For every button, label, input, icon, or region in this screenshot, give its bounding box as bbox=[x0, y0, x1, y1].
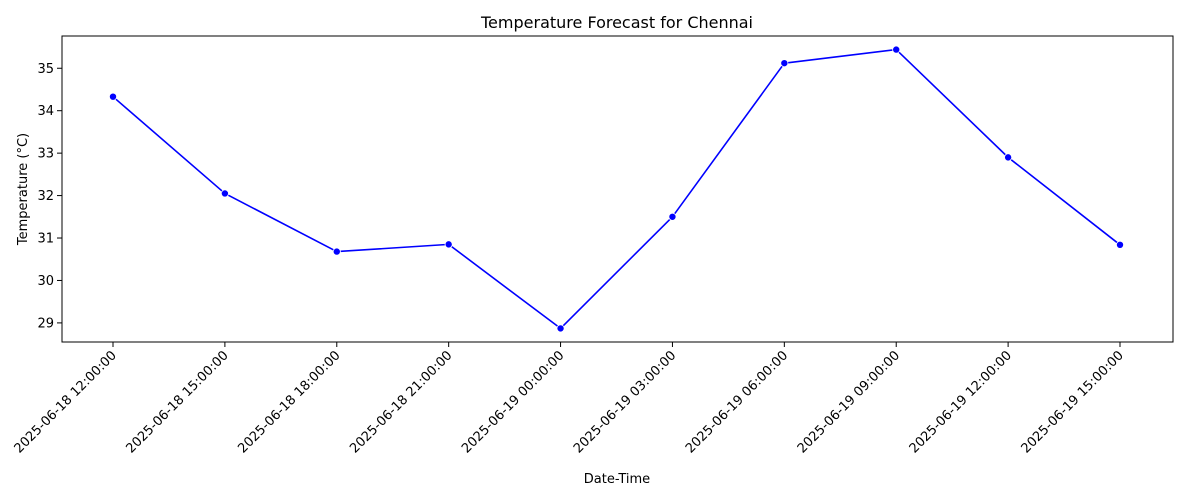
data-point bbox=[668, 212, 677, 221]
y-tick-label: 32 bbox=[37, 189, 54, 204]
data-point bbox=[332, 247, 341, 256]
y-tick-label: 35 bbox=[37, 62, 54, 77]
series-layer bbox=[109, 45, 1125, 333]
y-axis-label: Temperature (°C) bbox=[16, 133, 31, 246]
y-tick-label: 31 bbox=[37, 232, 54, 247]
data-point bbox=[1004, 153, 1013, 162]
plot-area-frame bbox=[61, 35, 1174, 343]
data-point bbox=[1116, 240, 1125, 249]
y-tick-label: 29 bbox=[37, 316, 54, 331]
data-point bbox=[220, 189, 229, 198]
x-axis-label: Date-Time bbox=[584, 472, 650, 487]
data-point bbox=[444, 240, 453, 249]
data-point bbox=[780, 59, 789, 68]
data-point bbox=[892, 45, 901, 54]
y-tick-label: 30 bbox=[37, 274, 54, 289]
y-tick-label: 33 bbox=[37, 147, 54, 162]
y-tick-label: 34 bbox=[37, 104, 54, 119]
data-point bbox=[109, 92, 118, 101]
data-point bbox=[556, 324, 565, 333]
series-line bbox=[112, 48, 1121, 330]
chart-title: Temperature Forecast for Chennai bbox=[480, 13, 753, 32]
